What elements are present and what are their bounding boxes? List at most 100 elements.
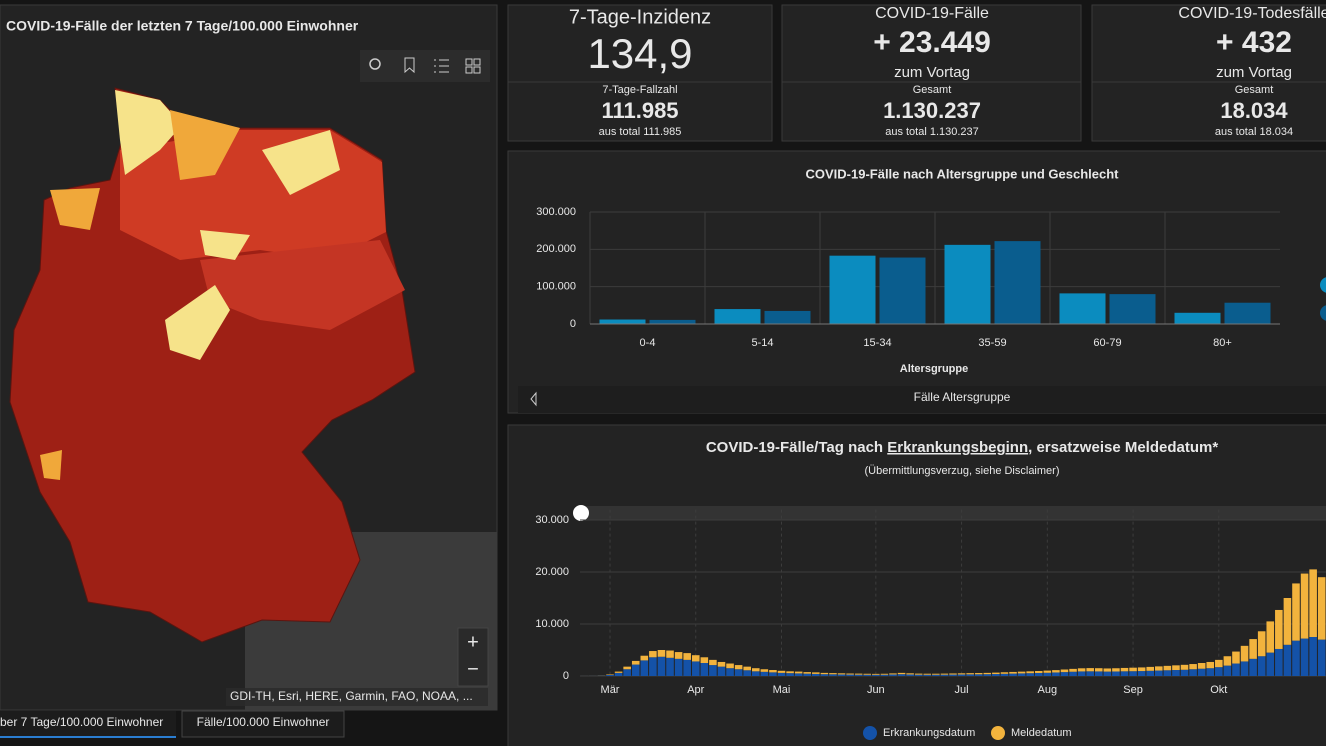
- title-part: , ersatzweise Meldedatum*: [1028, 439, 1218, 456]
- bar-segment: [1292, 640, 1300, 676]
- bar-segment: [649, 651, 657, 658]
- indicator-sub-label: 7-Tage-Fallzahl: [602, 84, 677, 96]
- bar-segment: [974, 674, 983, 676]
- bar: [599, 319, 646, 324]
- map-region: [200, 240, 405, 330]
- bar-segment: [1155, 666, 1163, 671]
- tab[interactable]: [0, 711, 176, 737]
- bar-segment: [872, 673, 880, 675]
- x-tick-label: Mai: [773, 684, 791, 696]
- bar-segment: [1060, 672, 1069, 676]
- list-icon[interactable]: [434, 59, 449, 73]
- bar-segment: [700, 657, 709, 663]
- bar-segment: [1069, 671, 1077, 676]
- chart-subtitle: (Übermittlungsverzug, siehe Disclaimer): [864, 465, 1059, 477]
- bar-segment: [1103, 671, 1112, 676]
- collapse-arrow[interactable]: [530, 391, 537, 407]
- bar-segment: [726, 663, 734, 669]
- bar-segment: [1112, 668, 1120, 672]
- bar-segment: [1094, 668, 1103, 672]
- bar-segment: [794, 671, 803, 674]
- map-region: [50, 188, 100, 230]
- indicator-sub-value: 1.130.237: [883, 98, 981, 123]
- bar-segment: [1232, 651, 1240, 664]
- bar-segment: [880, 674, 889, 676]
- bar-segment: [1120, 671, 1129, 676]
- bar-segment: [683, 653, 691, 660]
- bar-segment: [932, 674, 940, 676]
- bookmark-icon[interactable]: [404, 57, 415, 74]
- zoom-out[interactable]: −: [467, 658, 479, 680]
- bar-segment: [914, 674, 923, 676]
- y-tick-label: 10.000: [535, 618, 569, 630]
- range-slider[interactable]: [580, 506, 1326, 520]
- indicator-value: + 23.449: [873, 26, 991, 59]
- bar-segment: [1034, 672, 1043, 676]
- basemap-icon[interactable]: [465, 58, 481, 74]
- map-region: [200, 230, 250, 260]
- search-icon[interactable]: [369, 58, 381, 70]
- indicator-sub-note: aus total 18.034: [1215, 126, 1293, 138]
- bar-segment: [606, 674, 614, 675]
- bar-segment: [829, 673, 837, 675]
- map-title: COVID-19-Fälle der letzten 7 Tage/100.00…: [6, 18, 359, 34]
- slider-handle[interactable]: [573, 505, 589, 521]
- bar-segment: [1283, 598, 1292, 645]
- bar-segment: [631, 660, 640, 665]
- bar-segment: [709, 665, 717, 676]
- bar-segment: [786, 671, 794, 674]
- zoom-control[interactable]: [457, 627, 489, 687]
- bar-segment: [1275, 648, 1283, 676]
- map-region: [165, 285, 230, 360]
- legend-marker: [1320, 277, 1326, 293]
- bar-segment: [889, 673, 897, 675]
- bar-segment: [709, 659, 717, 666]
- bar-segment: [1257, 656, 1266, 676]
- bar: [994, 241, 1041, 324]
- bar-segment: [1266, 652, 1275, 676]
- bar-segment: [1137, 667, 1146, 672]
- bar-segment: [957, 674, 966, 676]
- bar-segment: [1120, 667, 1129, 672]
- bar-segment: [1043, 670, 1052, 673]
- bar-segment: [889, 674, 897, 676]
- bar-segment: [992, 672, 1000, 675]
- bar-segment: [1317, 577, 1326, 640]
- bar-segment: [606, 674, 614, 676]
- bar-segment: [1026, 673, 1034, 676]
- tab-label[interactable]: ber 7 Tage/100.000 Einwohner: [0, 715, 163, 729]
- bar-segment: [1275, 609, 1283, 649]
- tab-label[interactable]: Fälle/100.000 Einwohner: [197, 715, 330, 729]
- bar-segment: [1215, 659, 1223, 668]
- tab[interactable]: [181, 710, 345, 738]
- chart-footer-label: Fälle Altersgruppe: [914, 390, 1011, 404]
- bar-segment: [623, 666, 631, 670]
- bar-segment: [1086, 671, 1094, 676]
- bar-segment: [829, 674, 837, 676]
- bar-segment: [751, 668, 760, 672]
- y-tick-label: 20.000: [535, 566, 569, 578]
- bar: [944, 244, 991, 324]
- indicator-value-note: zum Vortag: [1216, 64, 1292, 81]
- bar-segment: [1017, 673, 1026, 676]
- bar-segment: [1240, 661, 1249, 676]
- bar-segment: [769, 672, 777, 676]
- x-tick-label: 35-59: [978, 337, 1006, 349]
- bar-segment: [803, 672, 812, 674]
- bar-segment: [734, 665, 743, 670]
- bar-segment: [786, 673, 794, 676]
- bar: [1109, 294, 1156, 324]
- x-tick-label: Apr: [687, 684, 704, 696]
- x-axis-label: Altersgruppe: [900, 363, 968, 375]
- bar: [714, 309, 761, 324]
- x-tick-label: Mär: [601, 684, 620, 696]
- title-link[interactable]: Erkrankungsbeginn: [887, 439, 1028, 456]
- bar-segment: [1052, 672, 1060, 676]
- zoom-in[interactable]: +: [467, 631, 479, 653]
- bar-segment: [983, 672, 992, 675]
- x-tick-label: 80+: [1213, 337, 1232, 349]
- chart-title: COVID-19-Fälle/Tag nach Erkrankungsbegin…: [706, 439, 1219, 456]
- bar-segment: [1292, 583, 1300, 641]
- bar-segment: [614, 671, 623, 673]
